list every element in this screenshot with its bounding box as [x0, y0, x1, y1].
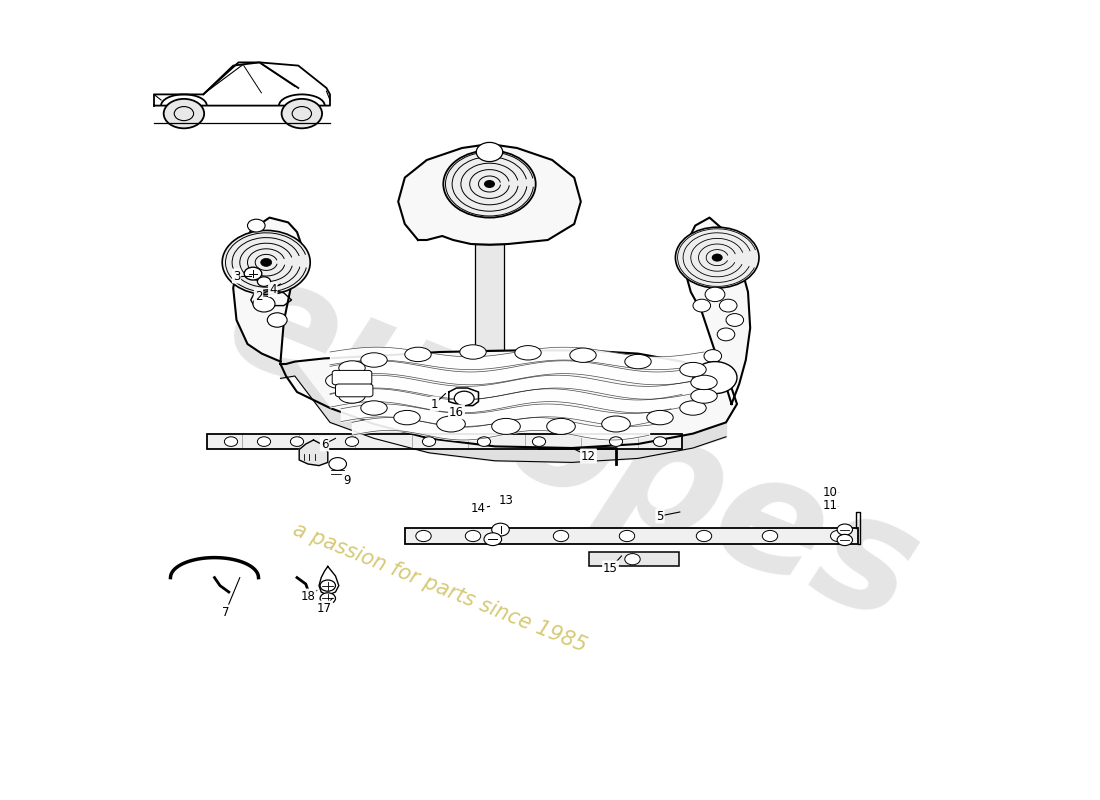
Circle shape [532, 437, 546, 446]
FancyBboxPatch shape [588, 552, 679, 566]
Circle shape [609, 437, 623, 446]
Circle shape [705, 287, 725, 302]
Circle shape [224, 437, 238, 446]
Circle shape [261, 258, 272, 266]
Circle shape [719, 299, 737, 312]
Text: a passion for parts since 1985: a passion for parts since 1985 [290, 520, 590, 656]
Text: 17: 17 [317, 602, 332, 614]
Ellipse shape [405, 347, 431, 362]
Text: 4: 4 [270, 283, 276, 296]
Ellipse shape [691, 375, 717, 390]
Circle shape [248, 219, 265, 232]
Circle shape [696, 530, 712, 542]
Circle shape [416, 530, 431, 542]
Circle shape [329, 458, 346, 470]
Circle shape [267, 313, 287, 327]
Text: 2: 2 [255, 290, 262, 302]
Ellipse shape [647, 410, 673, 425]
Text: 12: 12 [581, 450, 596, 462]
Text: 15: 15 [603, 562, 618, 574]
Text: 11: 11 [823, 499, 838, 512]
Circle shape [717, 328, 735, 341]
Circle shape [345, 437, 359, 446]
Circle shape [830, 530, 846, 542]
Circle shape [726, 314, 744, 326]
Circle shape [257, 277, 271, 286]
Polygon shape [299, 440, 328, 466]
Ellipse shape [339, 389, 365, 403]
Polygon shape [449, 388, 478, 406]
Text: 9: 9 [343, 474, 350, 486]
Circle shape [454, 391, 474, 406]
Circle shape [222, 230, 310, 294]
Ellipse shape [326, 373, 356, 389]
Circle shape [704, 350, 722, 362]
Circle shape [837, 534, 852, 546]
Circle shape [693, 362, 737, 394]
Ellipse shape [547, 418, 575, 434]
Circle shape [320, 580, 336, 591]
Text: 13: 13 [498, 494, 514, 506]
Circle shape [257, 437, 271, 446]
Ellipse shape [361, 401, 387, 415]
Ellipse shape [394, 410, 420, 425]
Circle shape [653, 437, 667, 446]
Circle shape [484, 533, 502, 546]
Text: 7: 7 [222, 606, 229, 618]
Ellipse shape [460, 345, 486, 359]
Circle shape [290, 437, 304, 446]
Circle shape [282, 99, 322, 128]
Circle shape [625, 554, 640, 565]
Circle shape [422, 437, 436, 446]
Circle shape [675, 227, 759, 288]
Circle shape [837, 524, 852, 535]
Circle shape [762, 530, 778, 542]
FancyBboxPatch shape [207, 434, 682, 449]
Circle shape [443, 150, 536, 218]
Circle shape [492, 523, 509, 536]
Ellipse shape [515, 346, 541, 360]
Text: 6: 6 [321, 438, 328, 450]
Circle shape [465, 530, 481, 542]
Circle shape [619, 530, 635, 542]
Ellipse shape [492, 418, 520, 434]
Ellipse shape [680, 362, 706, 377]
Polygon shape [684, 218, 750, 404]
Circle shape [553, 530, 569, 542]
Text: 10: 10 [823, 486, 838, 498]
Circle shape [320, 593, 336, 604]
Text: 18: 18 [300, 590, 316, 602]
Circle shape [484, 180, 495, 188]
Polygon shape [398, 144, 581, 245]
Ellipse shape [625, 354, 651, 369]
Ellipse shape [339, 361, 365, 375]
Polygon shape [475, 244, 504, 350]
FancyBboxPatch shape [405, 528, 858, 544]
Polygon shape [280, 350, 737, 448]
Circle shape [244, 267, 262, 280]
Circle shape [253, 296, 275, 312]
Circle shape [712, 254, 723, 262]
Circle shape [693, 299, 711, 312]
FancyBboxPatch shape [336, 384, 373, 397]
Ellipse shape [570, 348, 596, 362]
Ellipse shape [680, 401, 706, 415]
Text: 5: 5 [657, 510, 663, 522]
Ellipse shape [361, 353, 387, 367]
Ellipse shape [602, 416, 630, 432]
Polygon shape [233, 218, 302, 362]
Text: 3: 3 [233, 270, 240, 282]
Circle shape [164, 99, 205, 128]
Text: 16: 16 [449, 406, 464, 418]
Ellipse shape [691, 389, 717, 403]
FancyBboxPatch shape [332, 370, 372, 385]
Text: 14: 14 [471, 502, 486, 514]
Text: europes: europes [206, 240, 938, 656]
Circle shape [477, 437, 491, 446]
Ellipse shape [437, 416, 465, 432]
Circle shape [476, 142, 503, 162]
Text: 1: 1 [431, 398, 438, 410]
